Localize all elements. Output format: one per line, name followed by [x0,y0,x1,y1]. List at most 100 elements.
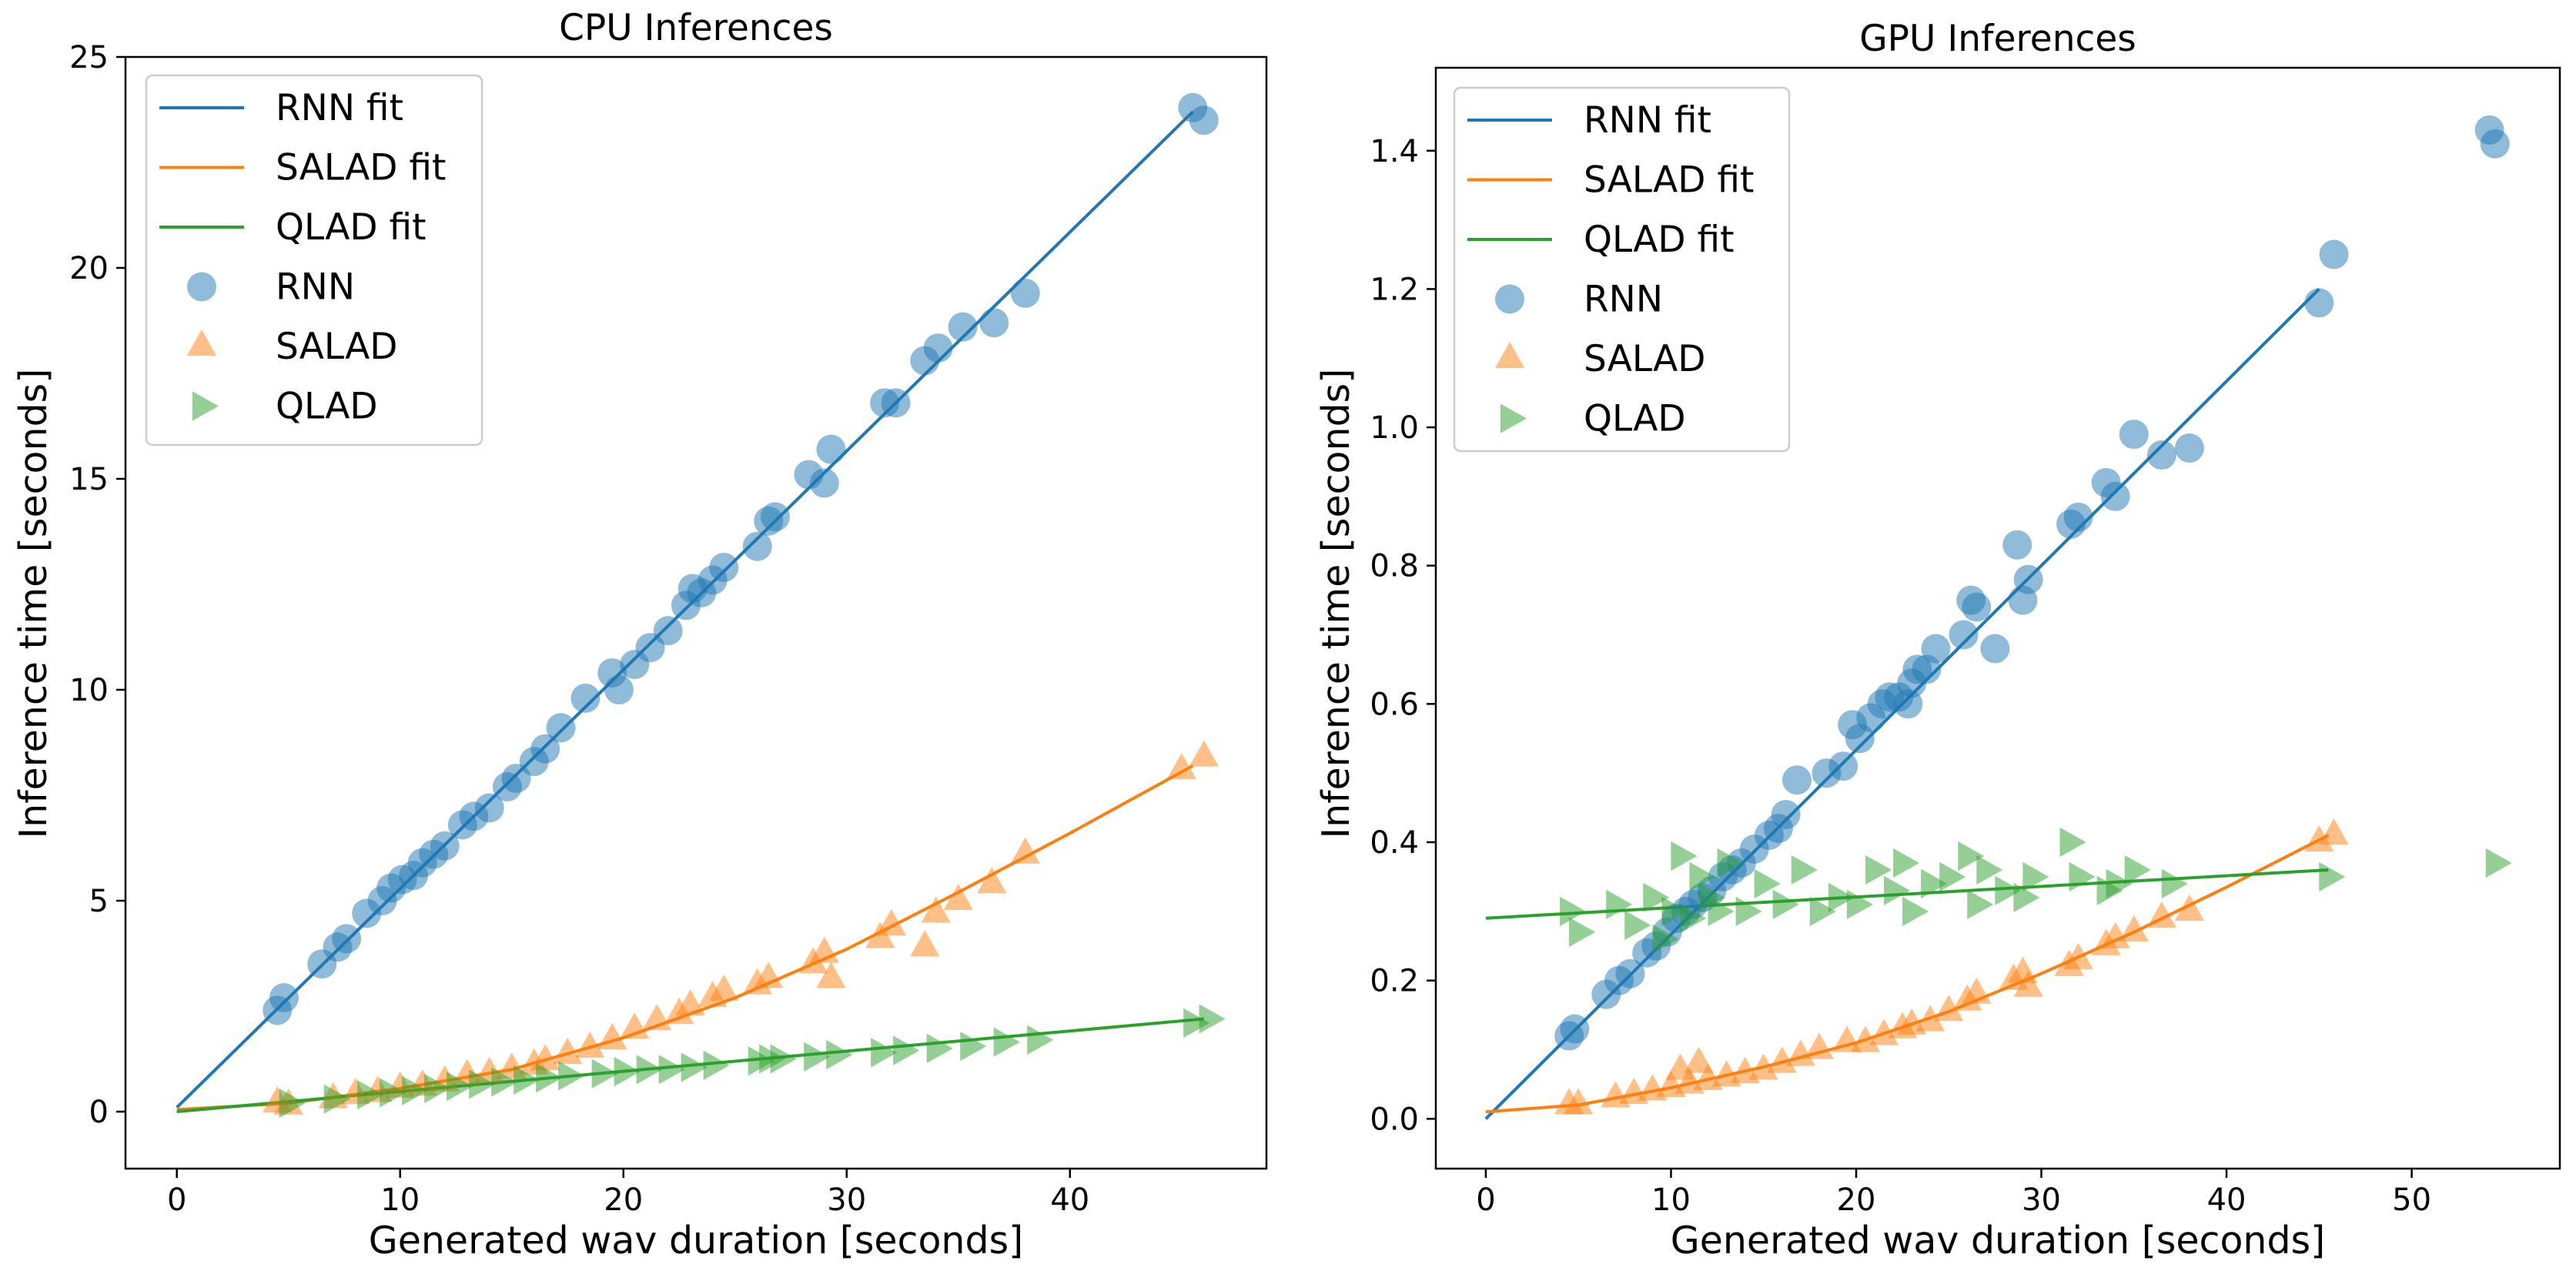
data-point-qlad [591,1059,618,1089]
data-point-rnn [1189,105,1219,135]
data-point-salad [2063,942,2093,969]
data-point-salad [809,936,839,963]
data-point-qlad [323,1084,350,1114]
data-point-qlad [614,1056,641,1087]
data-point-qlad [279,1088,306,1119]
x-axis-label: Generated wav duration [seconds] [369,1219,1024,1263]
legend-label: SALAD fit [1584,159,1754,202]
data-point-rnn [1782,765,1812,795]
legend-label: QLAD [1584,398,1686,440]
data-point-qlad [1921,868,1948,899]
data-point-qlad [357,1079,384,1110]
x-tick-label: 40 [2207,1182,2246,1218]
data-point-rnn [1010,278,1040,308]
x-tick-label: 0 [1476,1182,1495,1218]
data-point-salad [2100,921,2130,948]
data-point-salad [1564,1088,1594,1115]
data-point-qlad [491,1067,518,1097]
data-point-qlad [1624,910,1651,940]
x-tick-label: 0 [167,1182,186,1218]
y-tick-label: 5 [89,884,109,919]
data-point-salad [2146,901,2177,928]
legend-marker-swatch [186,329,217,356]
data-point-qlad [1643,882,1670,913]
data-points [263,92,1226,1119]
data-point-qlad [2485,848,2512,878]
data-point-salad [1785,1039,1815,1066]
data-point-salad [575,1031,605,1058]
data-point-qlad [2161,868,2188,899]
data-point-qlad [514,1065,540,1095]
legend-label: SALAD [276,326,397,368]
legend-label: RNN fit [276,87,403,129]
legend-marker-swatch [1495,284,1524,314]
data-point-rnn [332,924,362,954]
data-point-salad [816,962,846,988]
data-point-qlad [558,1061,585,1091]
data-point-salad [553,1038,583,1065]
data-point-qlad [1976,855,2003,885]
plot-frame [1434,66,2561,1170]
data-point-salad [754,962,784,988]
legend-marker-swatch [187,272,216,302]
data-point-rnn [1615,958,1645,988]
data-point-salad [1684,1046,1714,1073]
data-point-salad [620,1012,650,1039]
legend: RNN fit SALAD fit QLAD fit RNN SALAD QLAD [1453,86,1791,453]
data-point-qlad [2022,861,2049,892]
data-point-salad [1915,1005,1945,1032]
data-point-rnn [2119,420,2149,450]
data-point-qlad [1661,896,1688,926]
data-point-qlad [1680,903,1707,933]
x-ticks: 0 10 20 30 40 50 [1476,1169,2431,1218]
data-point-qlad [1939,861,1966,892]
data-point-rnn [1921,634,1951,664]
data-point-qlad [447,1071,473,1102]
data-point-rnn [269,983,299,1013]
data-point-qlad [1560,896,1587,926]
data-point-qlad [2013,882,2040,913]
data-point-rnn [2002,530,2032,560]
y-axis-label: Inference time [seconds] [1314,369,1358,839]
data-point-rnn [2319,239,2349,269]
x-tick-label: 40 [1050,1182,1089,1218]
data-point-rnn [530,734,560,764]
y-tick-label: 15 [69,462,109,497]
legend: RNN fit SALAD fit QLAD fit RNN SALAD QLAD [145,74,483,447]
data-point-salad [2304,825,2334,852]
y-tick-label: 0.4 [1370,825,1419,861]
fit-line-qlad-fit [1485,868,2329,920]
data-point-qlad [469,1069,496,1099]
data-point-qlad [636,1055,663,1085]
data-point-salad [1189,740,1219,767]
data-point-rnn [1828,751,1858,781]
data-point-rnn [979,308,1009,338]
x-tick-label: 50 [2392,1182,2431,1218]
y-tick-label: 25 [69,40,109,75]
data-point-qlad [2319,861,2346,892]
x-tick-label: 20 [1837,1182,1876,1218]
data-point-qlad [1809,896,1836,926]
data-point-rnn [2013,564,2043,594]
data-point-qlad [1569,917,1596,947]
data-point-rnn [1949,620,1979,650]
data-point-qlad [871,1038,898,1068]
y-tick-label: 1.0 [1370,410,1419,446]
data-point-rnn [742,531,772,561]
data-point-rnn [2304,288,2334,318]
x-tick-label: 30 [827,1182,866,1218]
data-point-salad [597,1022,627,1049]
x-axis-label: Generated wav duration [seconds] [1671,1219,2326,1263]
x-tick-label: 10 [380,1182,420,1218]
data-point-salad [2174,894,2205,921]
data-point-salad [1767,1046,1797,1073]
x-tick-label: 10 [1651,1182,1691,1218]
data-point-qlad [1754,868,1781,899]
data-point-salad [2319,818,2349,845]
data-point-salad [921,896,951,923]
data-point-salad [2013,970,2043,997]
data-point-rnn [1771,800,1801,830]
data-point-qlad [1708,896,1735,926]
data-point-qlad [1995,875,2022,906]
